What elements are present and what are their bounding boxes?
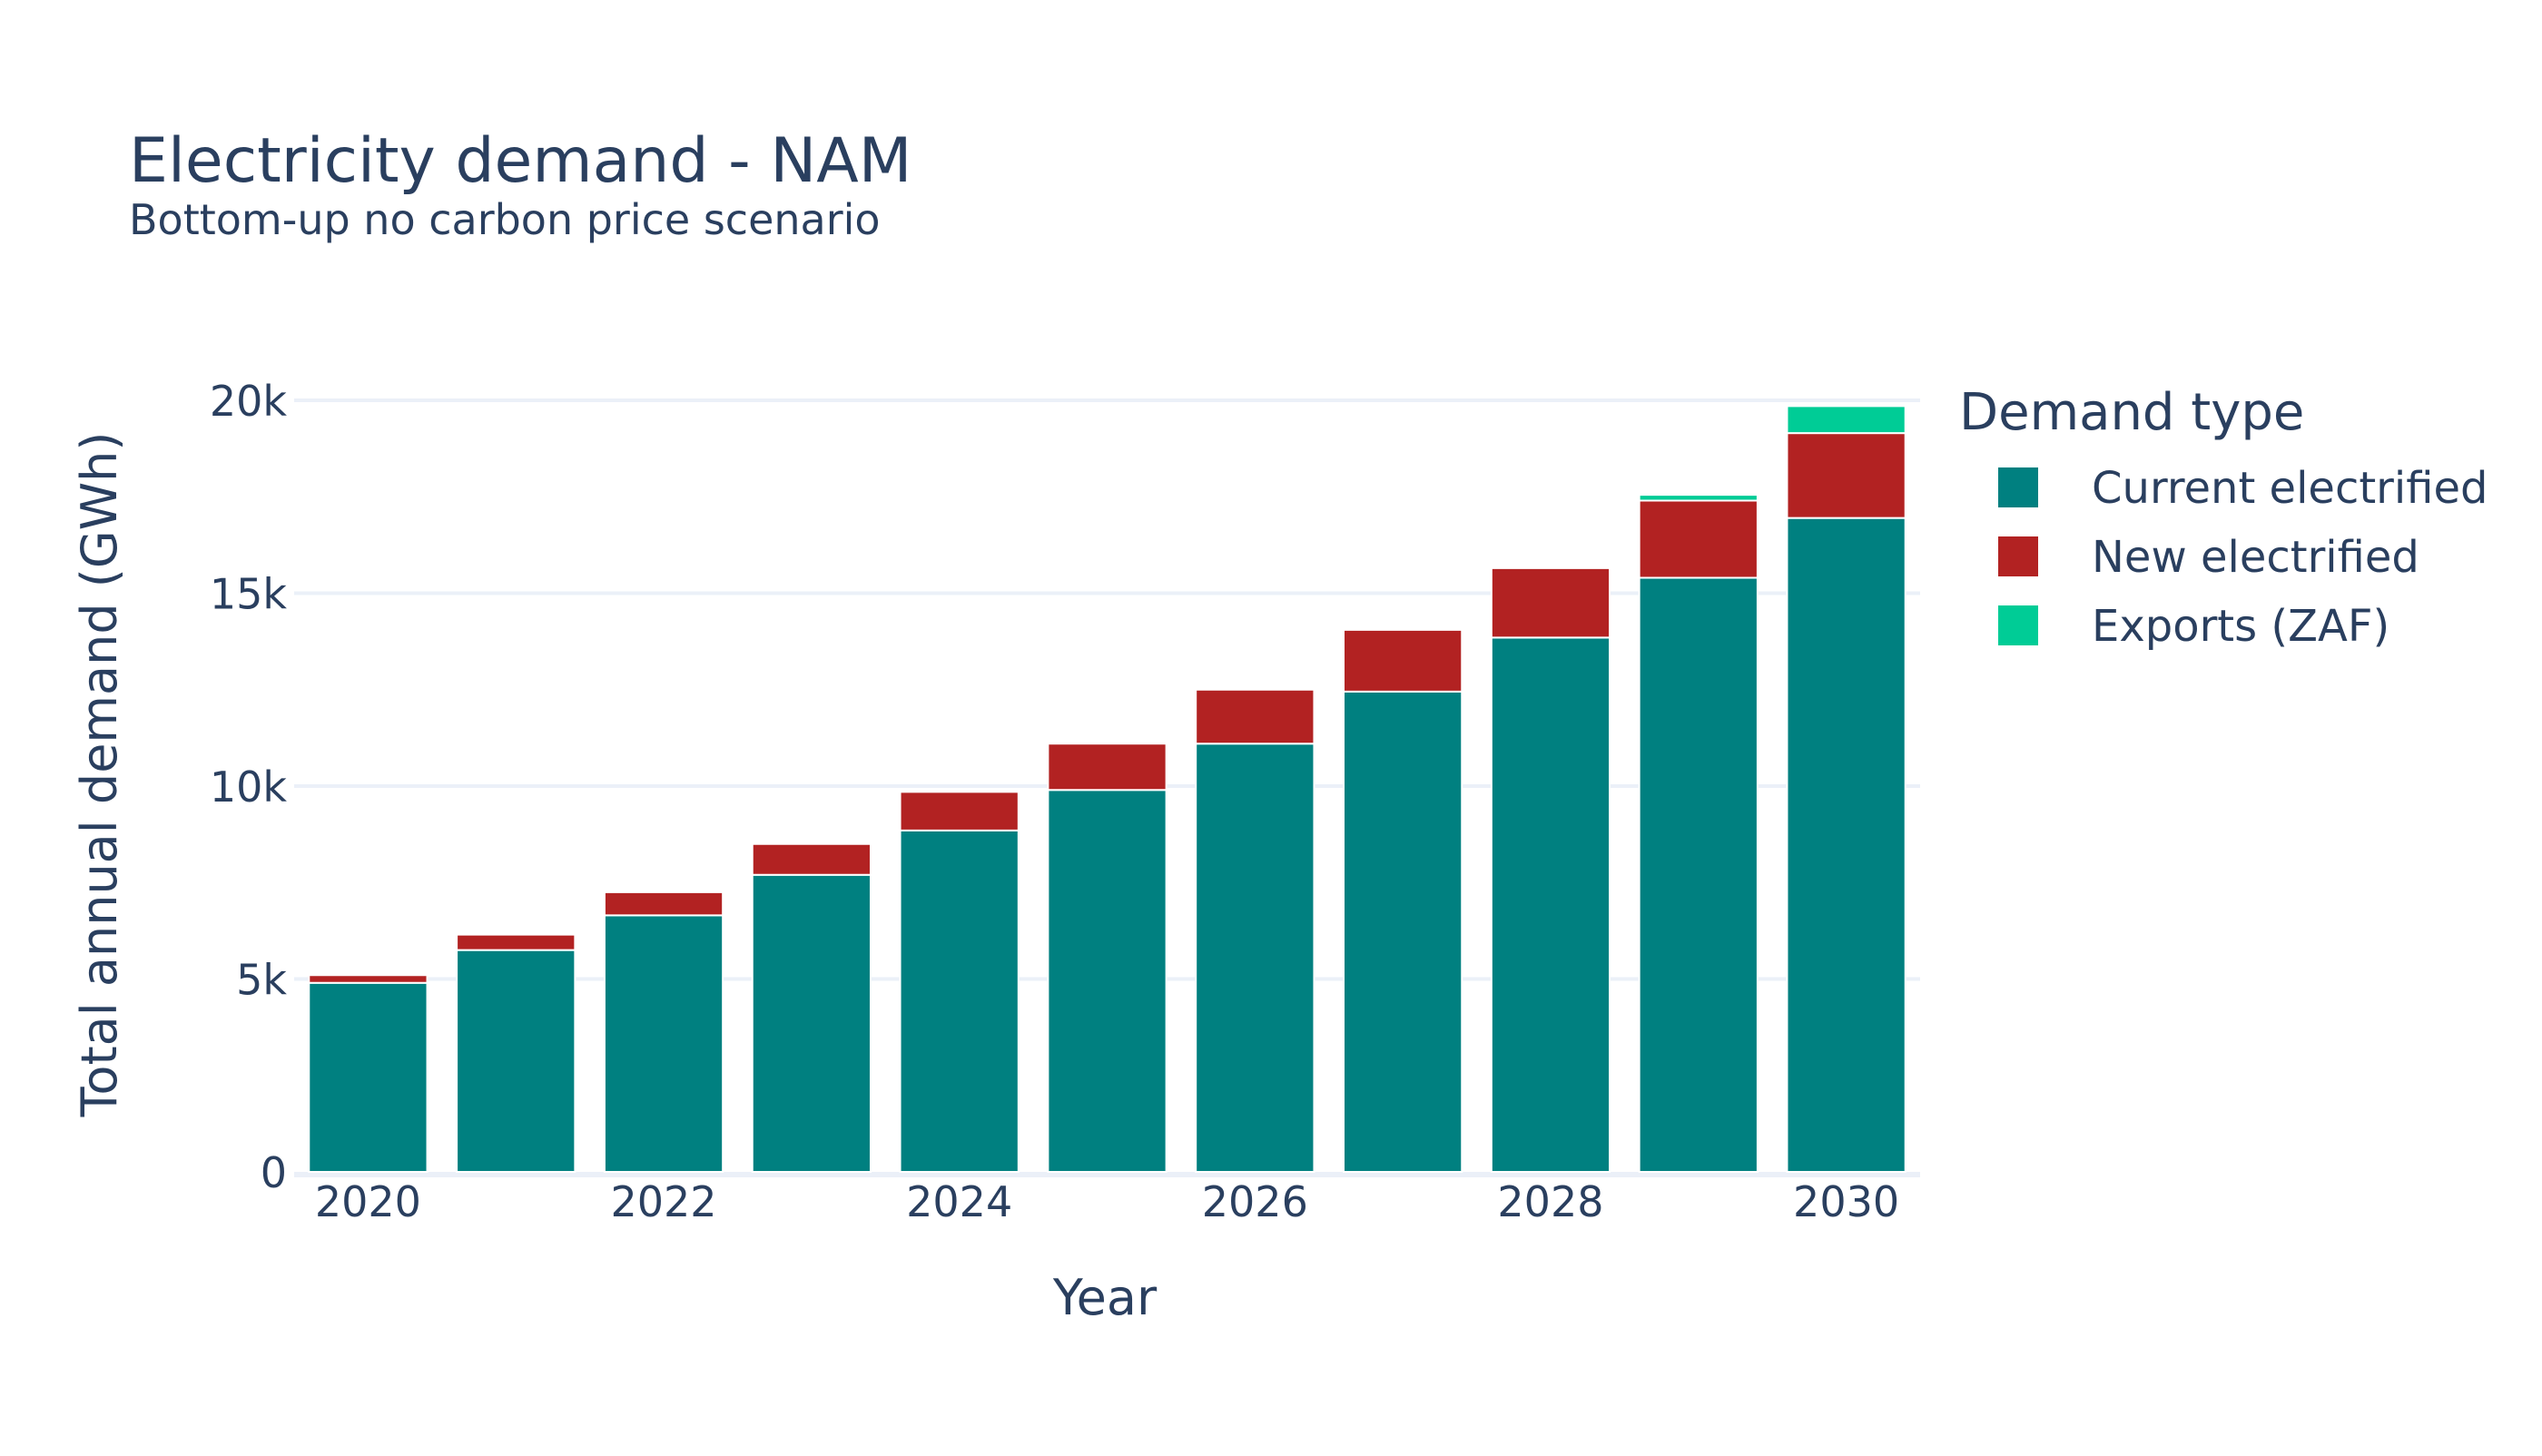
bar-2030-series-1: [1786, 432, 1906, 519]
bar-2022-series-1: [603, 890, 724, 917]
legend: Demand type Current electrified New elect…: [1959, 383, 2488, 652]
bar-2026-series-0: [1195, 743, 1315, 1173]
bar-2022-series-0: [603, 914, 724, 1173]
x-axis-label: Year: [1052, 1269, 1158, 1326]
bar-2023-series-0: [751, 873, 872, 1173]
legend-label: Exports (ZAF): [2092, 601, 2389, 652]
bar-2028-series-1: [1490, 566, 1611, 639]
bar-2030-series-0: [1786, 516, 1906, 1173]
x-tick-label: 2024: [906, 1177, 1012, 1226]
bar-2020-series-0: [308, 981, 429, 1173]
y-tick-label: 5k: [236, 956, 287, 1005]
x-axis-ticks: 2020 2022 2024 2026 2028 2030: [315, 1177, 1899, 1226]
y-tick-label: 20k: [210, 377, 288, 426]
legend-swatch: [1998, 467, 2038, 507]
chart-subtitle: Bottom-up no carbon price scenario: [129, 195, 881, 244]
bars: [308, 405, 1906, 1173]
bar-2030-series-2: [1786, 405, 1906, 435]
bar-2029-series-2: [1638, 494, 1759, 502]
y-axis-label: Total annual demand (GWh): [71, 432, 128, 1118]
legend-label: Current electrified: [2092, 463, 2488, 514]
bar-2020-series-1: [308, 974, 429, 984]
x-tick-label: 2022: [611, 1177, 717, 1226]
legend-swatch: [1998, 605, 2038, 645]
bar-2021-series-0: [456, 949, 576, 1173]
legend-item-1[interactable]: New electrified: [1998, 532, 2419, 583]
bar-2021-series-1: [456, 933, 576, 951]
x-tick-label: 2020: [315, 1177, 421, 1226]
bar-2027-series-0: [1343, 690, 1463, 1173]
bar-2025-series-1: [1047, 743, 1168, 792]
y-tick-label: 10k: [210, 762, 288, 812]
legend-item-0[interactable]: Current electrified: [1998, 463, 2488, 514]
bar-2024-series-0: [899, 829, 1020, 1173]
y-axis-ticks: 0 5k 10k 15k 20k: [210, 377, 288, 1197]
bar-2028-series-0: [1490, 636, 1611, 1173]
bar-2025-series-0: [1047, 789, 1168, 1173]
bar-2023-series-1: [751, 842, 872, 876]
legend-swatch: [1998, 536, 2038, 576]
y-tick-label: 0: [261, 1148, 287, 1197]
legend-item-2[interactable]: Exports (ZAF): [1998, 601, 2389, 652]
y-tick-label: 15k: [210, 570, 288, 619]
chart-title: Electricity demand - NAM: [129, 125, 911, 197]
x-tick-label: 2028: [1497, 1177, 1603, 1226]
legend-title: Demand type: [1959, 383, 2304, 442]
bar-2029-series-1: [1638, 499, 1759, 579]
bar-2026-series-1: [1195, 688, 1315, 745]
legend-label: New electrified: [2092, 532, 2419, 583]
x-tick-label: 2026: [1202, 1177, 1308, 1226]
bar-2024-series-1: [899, 791, 1020, 831]
legend-items: Current electrified New electrified Export…: [1998, 463, 2488, 652]
x-tick-label: 2030: [1793, 1177, 1899, 1226]
bar-2029-series-0: [1638, 576, 1759, 1173]
bar-2027-series-1: [1343, 628, 1463, 693]
